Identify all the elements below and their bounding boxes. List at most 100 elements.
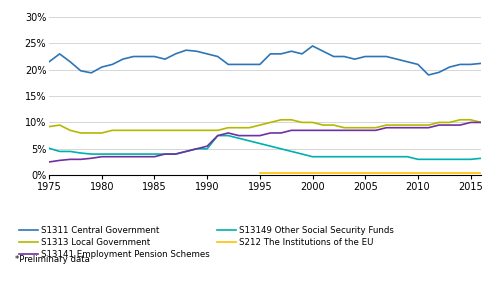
S1313 Local Government bbox=[299, 120, 305, 124]
S13149 Other Social Security Funds bbox=[341, 155, 347, 159]
S13149 Other Social Security Funds bbox=[67, 149, 73, 153]
S13149 Other Social Security Funds bbox=[120, 152, 126, 156]
S1313 Local Government bbox=[152, 129, 158, 132]
S13149 Other Social Security Funds bbox=[109, 152, 115, 156]
S1311 Central Government bbox=[131, 55, 136, 58]
S13149 Other Social Security Funds bbox=[246, 139, 252, 143]
S13141 Employment Pension Schemes bbox=[120, 155, 126, 159]
S1311 Central Government bbox=[447, 65, 453, 69]
S13149 Other Social Security Funds bbox=[478, 156, 484, 160]
S13149 Other Social Security Funds bbox=[131, 152, 136, 156]
S13141 Employment Pension Schemes bbox=[46, 160, 52, 164]
S13141 Employment Pension Schemes bbox=[415, 126, 421, 130]
S1313 Local Government bbox=[457, 118, 463, 122]
S13149 Other Social Security Funds bbox=[162, 152, 168, 156]
Line: S13149 Other Social Security Funds: S13149 Other Social Security Funds bbox=[49, 136, 481, 159]
S1311 Central Government bbox=[236, 63, 242, 66]
S1313 Local Government bbox=[225, 126, 231, 130]
S1311 Central Government bbox=[278, 52, 284, 56]
S13141 Employment Pension Schemes bbox=[246, 134, 252, 137]
S212 The Institutions of the EU bbox=[362, 171, 368, 175]
S1313 Local Government bbox=[383, 123, 389, 127]
S13141 Employment Pension Schemes bbox=[405, 126, 410, 130]
S13141 Employment Pension Schemes bbox=[204, 144, 210, 148]
S1311 Central Government bbox=[405, 60, 410, 64]
S1313 Local Government bbox=[268, 120, 273, 124]
S13141 Employment Pension Schemes bbox=[289, 129, 295, 132]
S1313 Local Government bbox=[236, 126, 242, 130]
S13149 Other Social Security Funds bbox=[225, 134, 231, 137]
S1311 Central Government bbox=[225, 63, 231, 66]
S1311 Central Government bbox=[162, 57, 168, 61]
S13149 Other Social Security Funds bbox=[289, 149, 295, 153]
S13149 Other Social Security Funds bbox=[56, 149, 62, 153]
S13141 Employment Pension Schemes bbox=[278, 131, 284, 135]
S212 The Institutions of the EU bbox=[373, 171, 379, 175]
S13141 Employment Pension Schemes bbox=[141, 155, 147, 159]
S1311 Central Government bbox=[289, 50, 295, 53]
S13141 Employment Pension Schemes bbox=[152, 155, 158, 159]
S212 The Institutions of the EU bbox=[299, 171, 305, 175]
S1311 Central Government bbox=[436, 71, 442, 74]
S13149 Other Social Security Funds bbox=[278, 147, 284, 151]
S1311 Central Government bbox=[320, 50, 326, 53]
S1313 Local Government bbox=[204, 129, 210, 132]
S1311 Central Government bbox=[204, 52, 210, 56]
S1313 Local Government bbox=[352, 126, 357, 130]
S13141 Employment Pension Schemes bbox=[88, 156, 94, 160]
S1311 Central Government bbox=[373, 55, 379, 58]
S1313 Local Government bbox=[373, 126, 379, 130]
S13141 Employment Pension Schemes bbox=[468, 120, 474, 124]
S13141 Employment Pension Schemes bbox=[268, 131, 273, 135]
Line: S1313 Local Government: S1313 Local Government bbox=[49, 120, 481, 133]
S13141 Employment Pension Schemes bbox=[173, 152, 179, 156]
S13141 Employment Pension Schemes bbox=[352, 129, 357, 132]
S1311 Central Government bbox=[46, 60, 52, 64]
S13149 Other Social Security Funds bbox=[394, 155, 400, 159]
S13141 Employment Pension Schemes bbox=[215, 134, 220, 137]
S13149 Other Social Security Funds bbox=[383, 155, 389, 159]
S13149 Other Social Security Funds bbox=[447, 158, 453, 161]
S13141 Employment Pension Schemes bbox=[394, 126, 400, 130]
S13149 Other Social Security Funds bbox=[352, 155, 357, 159]
S1311 Central Government bbox=[383, 55, 389, 58]
S13149 Other Social Security Funds bbox=[299, 152, 305, 156]
S13149 Other Social Security Funds bbox=[310, 155, 316, 159]
Line: S13141 Employment Pension Schemes: S13141 Employment Pension Schemes bbox=[49, 122, 481, 162]
S13141 Employment Pension Schemes bbox=[478, 120, 484, 124]
S1311 Central Government bbox=[120, 57, 126, 61]
S1313 Local Government bbox=[310, 120, 316, 124]
S1311 Central Government bbox=[415, 63, 421, 66]
S13141 Employment Pension Schemes bbox=[109, 155, 115, 159]
S13141 Employment Pension Schemes bbox=[183, 149, 189, 153]
S1313 Local Government bbox=[278, 118, 284, 122]
S212 The Institutions of the EU bbox=[447, 171, 453, 175]
S13149 Other Social Security Funds bbox=[257, 142, 263, 145]
S212 The Institutions of the EU bbox=[257, 171, 263, 175]
Text: *Preliminary data: *Preliminary data bbox=[15, 255, 89, 264]
S212 The Institutions of the EU bbox=[268, 171, 273, 175]
S1313 Local Government bbox=[341, 126, 347, 130]
S212 The Institutions of the EU bbox=[405, 171, 410, 175]
S212 The Institutions of the EU bbox=[457, 171, 463, 175]
S13149 Other Social Security Funds bbox=[46, 146, 52, 150]
S1313 Local Government bbox=[405, 123, 410, 127]
S13141 Employment Pension Schemes bbox=[383, 126, 389, 130]
S13149 Other Social Security Funds bbox=[78, 151, 83, 155]
S212 The Institutions of the EU bbox=[341, 171, 347, 175]
S13149 Other Social Security Funds bbox=[331, 155, 337, 159]
S13149 Other Social Security Funds bbox=[405, 155, 410, 159]
S1311 Central Government bbox=[257, 63, 263, 66]
S1313 Local Government bbox=[193, 129, 199, 132]
S13149 Other Social Security Funds bbox=[183, 149, 189, 153]
S212 The Institutions of the EU bbox=[436, 171, 442, 175]
S1313 Local Government bbox=[215, 129, 220, 132]
S1313 Local Government bbox=[46, 125, 52, 128]
S212 The Institutions of the EU bbox=[468, 171, 474, 175]
S1311 Central Government bbox=[183, 48, 189, 52]
S13149 Other Social Security Funds bbox=[415, 158, 421, 161]
S1313 Local Government bbox=[56, 123, 62, 127]
S1311 Central Government bbox=[457, 63, 463, 66]
S1313 Local Government bbox=[331, 123, 337, 127]
S1311 Central Government bbox=[341, 55, 347, 58]
